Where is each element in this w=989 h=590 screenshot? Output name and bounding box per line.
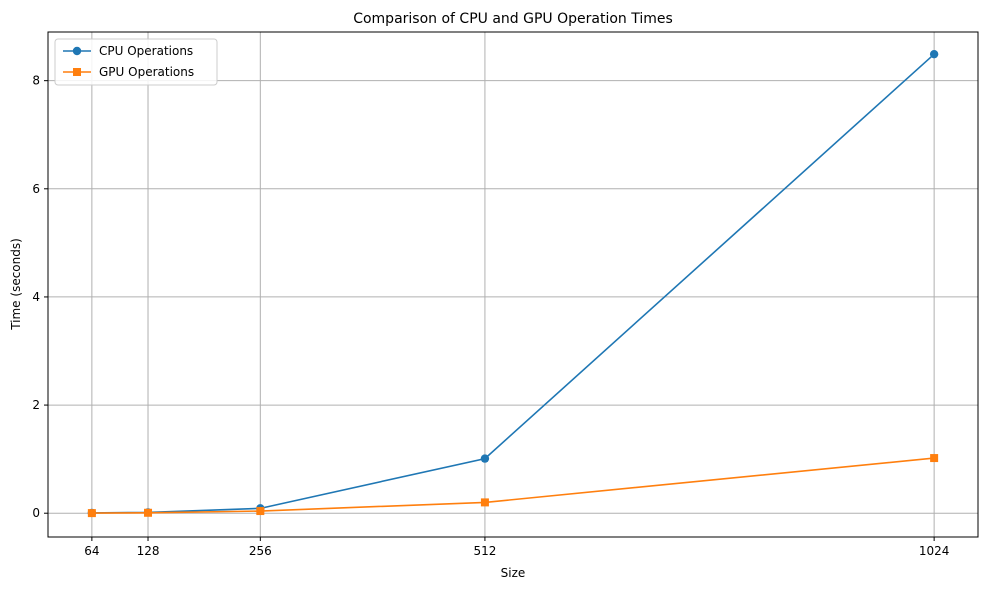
y-tick-label: 0 (32, 506, 40, 520)
plot-frame (47, 31, 979, 538)
legend-label-gpu-operations: GPU Operations (99, 65, 194, 79)
x-axis-label: Size (501, 566, 526, 580)
gpu-operations-point (930, 454, 939, 463)
x-tick-label: 1024 (919, 544, 950, 558)
gpu-operations-point (480, 498, 489, 507)
y-tick-label: 2 (32, 398, 40, 412)
legend-box (54, 38, 218, 86)
x-tick-label: 64 (84, 544, 99, 558)
cpu-operations-point (929, 49, 939, 59)
y-tick-label: 4 (32, 290, 40, 304)
cpu-operations-point (480, 454, 490, 463)
x-tick-label: 128 (137, 544, 160, 558)
legend-marker (73, 68, 81, 76)
x-tick-label: 256 (249, 544, 272, 558)
y-tick-label: 8 (32, 74, 40, 88)
gpu-operations-point (256, 507, 265, 516)
tick-layer: 64 128 256 512 1024 0 2 4 6 8 (32, 74, 949, 558)
y-axis-label: Time (seconds) (9, 238, 23, 331)
x-tick-label: 512 (473, 544, 496, 558)
chart-title: Comparison of CPU and GPU Operation Time… (353, 11, 673, 27)
y-tick-label: 6 (32, 182, 40, 196)
legend-label-cpu-operations: CPU Operations (99, 44, 193, 58)
grid (48, 32, 978, 537)
gpu-operations-point (144, 508, 153, 517)
legend-marker (72, 46, 82, 56)
gpu-operations-point (87, 509, 96, 518)
series-layer (87, 49, 939, 518)
legend: CPU Operations GPU Operations (54, 38, 218, 86)
